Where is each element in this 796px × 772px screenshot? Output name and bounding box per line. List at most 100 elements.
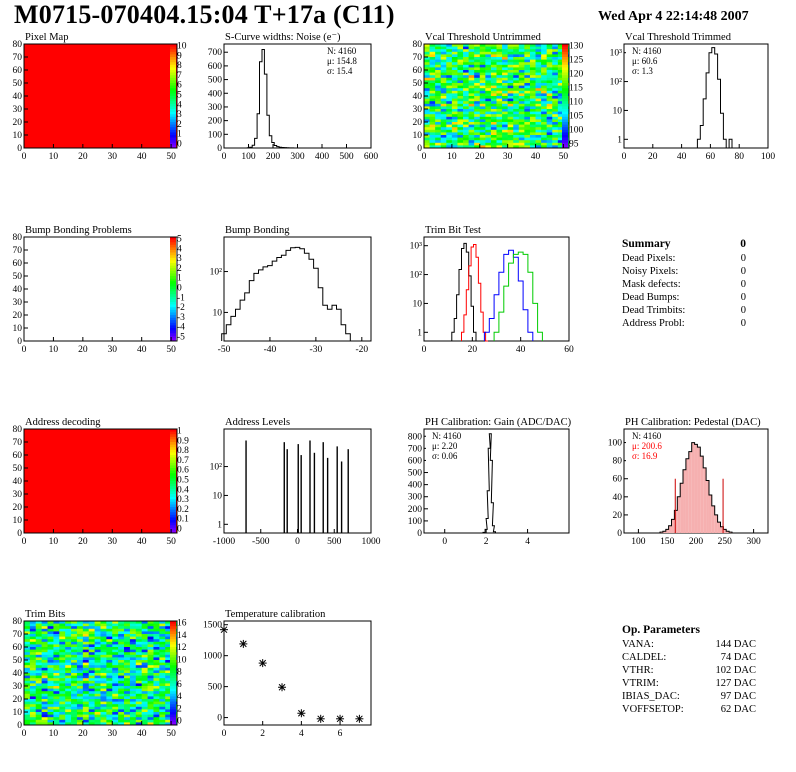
heatmap-cell <box>71 696 78 700</box>
heatmap-cell <box>557 96 564 99</box>
heatmap-cell <box>159 654 166 658</box>
heatmap-cell <box>451 124 458 128</box>
heatmap-cell <box>129 652 137 656</box>
plot-frame <box>423 236 570 342</box>
heatmap-cell <box>440 140 447 144</box>
heatmap-cell <box>546 140 553 144</box>
heatmap-cell <box>485 88 492 92</box>
heatmap-cell <box>76 626 84 630</box>
palette-segment <box>170 328 176 331</box>
heatmap-cell <box>147 680 154 684</box>
palette-label: 10 <box>177 655 187 665</box>
heatmap-cell <box>424 96 430 99</box>
heatmap-cell <box>106 634 113 637</box>
y-tick-label: 40 <box>13 477 23 487</box>
heatmap-cell <box>106 623 113 627</box>
heatmap-cell <box>59 722 66 726</box>
heatmap-cell <box>496 122 503 125</box>
heatmap-cell <box>524 70 531 73</box>
heatmap-cell <box>502 124 509 128</box>
heatmap-cell <box>496 70 503 73</box>
heatmap-cell <box>59 623 66 627</box>
heatmap-cell <box>490 51 497 55</box>
heatmap-cell <box>71 686 78 689</box>
heatmap-cell <box>474 132 481 136</box>
heatmap-cell <box>496 51 503 55</box>
heatmap-cell <box>135 662 143 666</box>
heatmap-cell <box>457 57 464 60</box>
heatmap-cell <box>485 57 492 60</box>
heatmap-cell <box>541 114 548 118</box>
param-row: VTHR: 102 DAC <box>622 664 756 677</box>
palette-label: 8 <box>177 668 182 678</box>
chart-title: Trim Bit Test <box>425 225 481 236</box>
heatmap-cell <box>535 98 542 102</box>
heatmap-cell <box>82 634 90 637</box>
palette-segment <box>562 75 568 79</box>
heatmap-cell <box>35 699 43 702</box>
heatmap-cell <box>546 98 553 102</box>
palette-segment <box>170 276 176 279</box>
heatmap-cell <box>507 85 514 89</box>
heatmap-cell <box>451 62 458 66</box>
heatmap-cell <box>41 631 48 635</box>
op-parameters-title: Op. Parameters <box>622 624 700 636</box>
palette-segment <box>170 634 176 637</box>
heatmap-cell <box>153 667 160 671</box>
heatmap-cell <box>24 675 31 679</box>
heatmap-cell <box>147 662 154 666</box>
heatmap-cell <box>76 686 84 689</box>
heatmap-cell <box>59 680 66 684</box>
heatmap-cell <box>502 64 509 68</box>
histogram-fill <box>708 495 712 533</box>
palette-segment <box>170 465 176 469</box>
heatmap-cell <box>135 696 143 700</box>
heatmap-cell <box>435 124 442 128</box>
heatmap-cell <box>35 675 43 679</box>
heatmap-cell <box>135 722 143 726</box>
heatmap-cell <box>118 675 125 679</box>
x-tick-label: 40 <box>137 537 147 547</box>
y-tick-label: 10 <box>213 491 223 501</box>
heatmap-cell <box>88 657 96 661</box>
heatmap-cell <box>502 129 509 133</box>
y-tick-label: 40 <box>13 669 23 679</box>
heatmap-cell <box>88 683 96 687</box>
heatmap-cell <box>457 62 464 66</box>
y-tick-label: 70 <box>13 246 23 256</box>
heatmap-cell <box>546 77 553 81</box>
palette-segment <box>170 447 176 451</box>
heatmap-cell <box>541 90 548 94</box>
heatmap-cell <box>535 119 542 123</box>
heatmap-cell <box>129 631 137 635</box>
heatmap-cell <box>124 667 131 671</box>
heatmap-cell <box>463 83 470 86</box>
heatmap-cell <box>94 680 101 684</box>
heatmap-cell <box>94 691 101 695</box>
heatmap-cell <box>76 665 84 669</box>
palette-segment <box>170 457 176 461</box>
point-stroke <box>317 715 325 723</box>
heatmap-cell <box>159 631 166 635</box>
heatmap-cell <box>424 51 430 55</box>
heatmap-cell <box>35 634 43 637</box>
heatmap-cell <box>35 621 43 624</box>
heatmap-cell <box>24 722 31 726</box>
heatmap-cell <box>147 636 154 640</box>
heatmap-cell <box>129 675 137 679</box>
y-tick-label: 10 <box>413 299 423 309</box>
heatmap-cell <box>451 122 458 125</box>
heatmap-cell <box>552 51 559 55</box>
y-tick-label: 20 <box>13 311 23 321</box>
heatmap-cell <box>451 145 458 149</box>
param-label: IBIAS_DAC: <box>622 691 680 702</box>
heatmap-cell <box>451 46 458 50</box>
heatmap-cell <box>435 51 442 55</box>
heatmap-cell <box>440 83 447 86</box>
heatmap-cell <box>94 688 101 692</box>
heatmap-cell <box>474 93 481 97</box>
heatmap-cell <box>165 714 172 718</box>
heatmap-cell <box>165 623 172 627</box>
heatmap-cell <box>502 119 509 123</box>
heatmap-cell <box>457 142 464 146</box>
